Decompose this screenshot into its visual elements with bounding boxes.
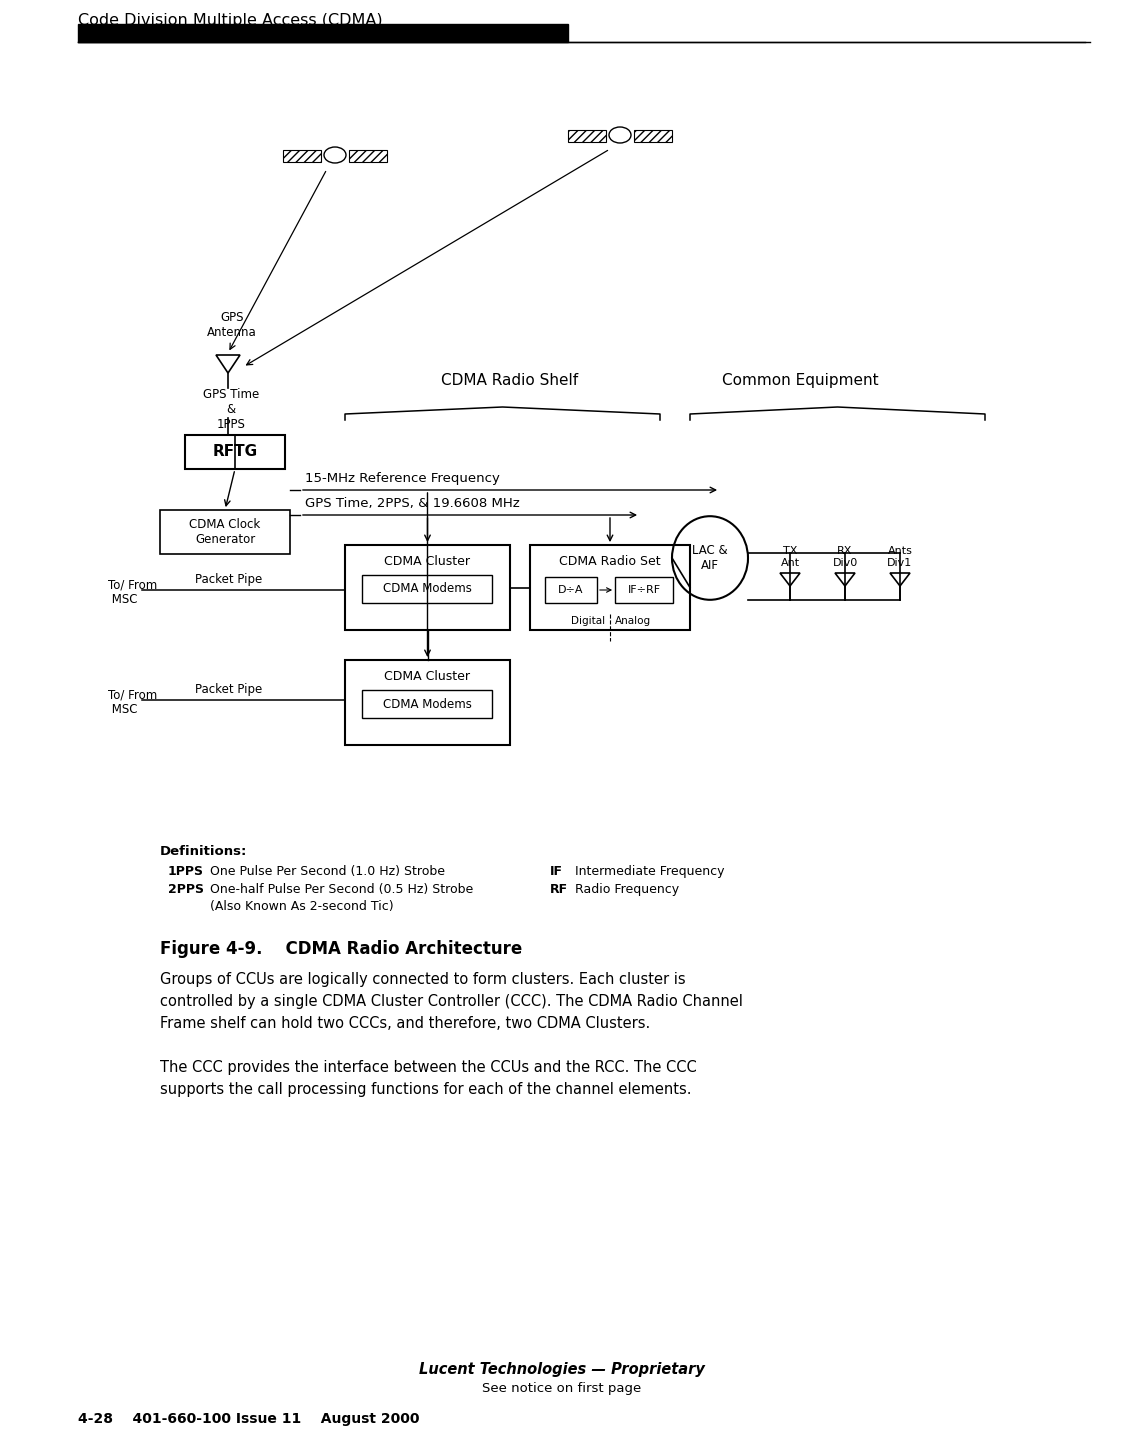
Text: Ant: Ant <box>781 558 800 568</box>
Text: Div1: Div1 <box>888 558 912 568</box>
Text: (Also Known As 2-second Tic): (Also Known As 2-second Tic) <box>210 899 394 912</box>
Text: RFTG: RFTG <box>213 445 258 459</box>
Text: GPS Time, 2PPS, & 19.6608 MHz: GPS Time, 2PPS, & 19.6608 MHz <box>305 498 520 511</box>
Ellipse shape <box>609 127 631 143</box>
Bar <box>615 576 673 603</box>
Bar <box>362 691 492 718</box>
Text: CDMA Radio Shelf: CDMA Radio Shelf <box>441 373 578 388</box>
Text: Radio Frequency: Radio Frequency <box>575 882 680 897</box>
Text: Packet Pipe: Packet Pipe <box>195 684 262 696</box>
Text: CDMA Modems: CDMA Modems <box>382 698 471 711</box>
Text: CDMA Cluster: CDMA Cluster <box>385 555 470 568</box>
Bar <box>345 661 510 745</box>
Text: Lucent Technologies — Proprietary: Lucent Technologies — Proprietary <box>418 1361 705 1377</box>
Text: IF: IF <box>550 865 562 878</box>
Bar <box>530 545 690 631</box>
Bar <box>544 576 597 603</box>
Text: Definitions:: Definitions: <box>160 845 248 858</box>
Text: Frame shelf can hold two CCCs, and therefore, two CDMA Clusters.: Frame shelf can hold two CCCs, and there… <box>160 1015 650 1031</box>
Ellipse shape <box>324 147 346 163</box>
Text: 15-MHz Reference Frequency: 15-MHz Reference Frequency <box>305 472 500 485</box>
Text: See notice on first page: See notice on first page <box>483 1381 641 1396</box>
Text: controlled by a single CDMA Cluster Controller (CCC). The CDMA Radio Channel: controlled by a single CDMA Cluster Cont… <box>160 994 742 1010</box>
Text: supports the call processing functions for each of the channel elements.: supports the call processing functions f… <box>160 1083 692 1097</box>
Bar <box>568 130 606 142</box>
Text: LAC &
AIF: LAC & AIF <box>692 543 728 572</box>
Text: One Pulse Per Second (1.0 Hz) Strobe: One Pulse Per Second (1.0 Hz) Strobe <box>210 865 446 878</box>
Text: Intermediate Frequency: Intermediate Frequency <box>575 865 724 878</box>
Text: D÷A: D÷A <box>558 585 584 595</box>
Text: Ants: Ants <box>888 546 912 556</box>
Bar <box>349 150 387 162</box>
Text: 4-28    401-660-100 Issue 11    August 2000: 4-28 401-660-100 Issue 11 August 2000 <box>78 1411 420 1426</box>
Text: Digital: Digital <box>570 616 605 626</box>
Text: One-half Pulse Per Second (0.5 Hz) Strobe: One-half Pulse Per Second (0.5 Hz) Strob… <box>210 882 474 897</box>
Text: Code Division Multiple Access (CDMA): Code Division Multiple Access (CDMA) <box>78 13 382 29</box>
Text: 1PPS: 1PPS <box>168 865 204 878</box>
Text: The CCC provides the interface between the CCUs and the RCC. The CCC: The CCC provides the interface between t… <box>160 1060 696 1075</box>
Text: To/ From
 MSC: To/ From MSC <box>108 578 158 606</box>
Text: To/ From
 MSC: To/ From MSC <box>108 688 158 716</box>
Text: Groups of CCUs are logically connected to form clusters. Each cluster is: Groups of CCUs are logically connected t… <box>160 972 685 987</box>
Bar <box>362 575 492 603</box>
Text: CDMA Cluster: CDMA Cluster <box>385 671 470 684</box>
Text: IF÷RF: IF÷RF <box>628 585 660 595</box>
Text: CDMA Radio Set: CDMA Radio Set <box>559 555 660 568</box>
Bar <box>160 511 290 553</box>
Text: GPS Time
&
1PPS: GPS Time & 1PPS <box>202 388 259 430</box>
Text: RX: RX <box>837 546 853 556</box>
Bar <box>78 24 568 41</box>
Text: Common Equipment: Common Equipment <box>722 373 879 388</box>
Text: CDMA Clock
Generator: CDMA Clock Generator <box>189 518 261 546</box>
Bar <box>284 150 321 162</box>
Text: 2PPS: 2PPS <box>168 882 204 897</box>
Text: Div0: Div0 <box>832 558 857 568</box>
Text: Figure 4-9.    CDMA Radio Architecture: Figure 4-9. CDMA Radio Architecture <box>160 940 522 958</box>
Text: CDMA Modems: CDMA Modems <box>382 582 471 595</box>
Text: Packet Pipe: Packet Pipe <box>195 573 262 586</box>
Text: Analog: Analog <box>615 616 651 626</box>
Bar <box>184 435 285 469</box>
Text: TX: TX <box>783 546 798 556</box>
Bar <box>634 130 672 142</box>
Bar <box>345 545 510 631</box>
Text: RF: RF <box>550 882 568 897</box>
Text: GPS
Antenna: GPS Antenna <box>207 310 256 339</box>
